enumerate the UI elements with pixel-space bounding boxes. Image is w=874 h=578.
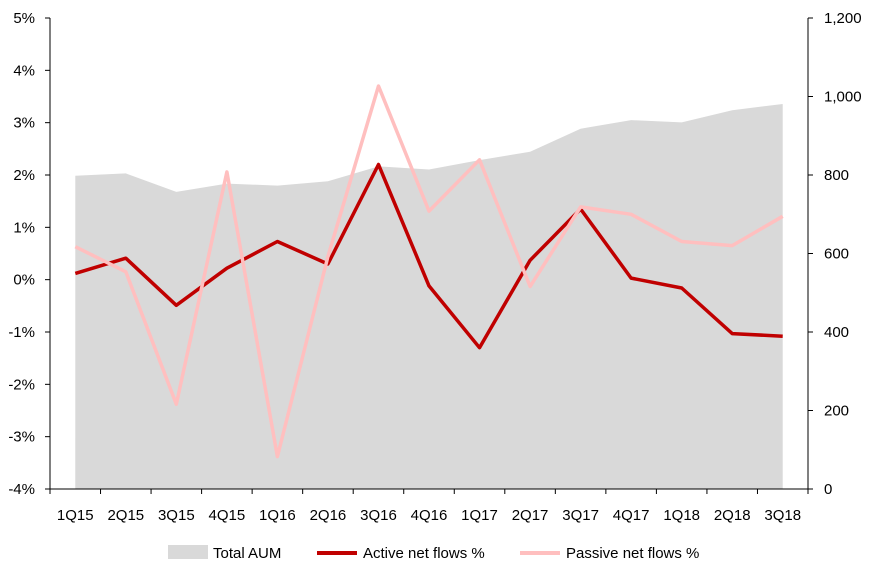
y-left-tick-label: -3%	[8, 429, 35, 446]
y-right-tick-label: 1,200	[824, 10, 862, 27]
y-right-tick-label: 800	[824, 167, 849, 184]
y-right-tick-label: 400	[824, 324, 849, 341]
x-tick-label: 3Q17	[562, 507, 599, 524]
y-left-tick-label: -1%	[8, 324, 35, 341]
y-right-tick-label: 0	[824, 481, 832, 498]
y-right-tick-label: 600	[824, 246, 849, 263]
ticks-layer: -4% -3% -2% -1% 0% 1% 2% 3% 4% 5% 0 200 400 600 800 1,0…	[8, 10, 861, 524]
legend-label: Passive net flows %	[566, 545, 699, 562]
x-tick-label: 3Q18	[764, 507, 801, 524]
x-tick-label: 2Q16	[310, 507, 347, 524]
area-layer	[75, 104, 783, 489]
legend-label: Total AUM	[213, 545, 281, 562]
y-left-tick-label: 3%	[13, 115, 35, 132]
y-left-tick-label: 5%	[13, 10, 35, 27]
x-tick-label: 3Q15	[158, 507, 195, 524]
legend-label: Active net flows %	[363, 545, 485, 562]
x-tick-label: 4Q16	[411, 507, 448, 524]
line-active-net-flows	[74, 162, 783, 350]
x-tick-label: 1Q17	[461, 507, 498, 524]
x-tick-label: 2Q15	[107, 507, 144, 524]
y-left-tick-label: 0%	[13, 272, 35, 289]
line-passive-net-flows	[74, 84, 784, 459]
x-tick-label: 1Q16	[259, 507, 296, 524]
x-tick-label: 2Q17	[512, 507, 549, 524]
legend-swatch-total-aum	[168, 545, 208, 559]
x-tick-label: 4Q15	[209, 507, 246, 524]
x-tick-label: 1Q15	[57, 507, 94, 524]
x-tick-label: 2Q18	[714, 507, 751, 524]
y-left-tick-label: -2%	[8, 376, 35, 393]
x-tick-label: 4Q17	[613, 507, 650, 524]
x-tick-label: 1Q18	[663, 507, 700, 524]
lines-layer	[74, 84, 784, 459]
y-left-tick-label: 1%	[13, 219, 35, 236]
y-left-tick-label: -4%	[8, 481, 35, 498]
y-right-tick-label: 200	[824, 403, 849, 420]
y-left-tick-label: 2%	[13, 167, 35, 184]
y-right-tick-label: 1,000	[824, 89, 862, 106]
y-left-tick-label: 4%	[13, 62, 35, 79]
x-tick-label: 3Q16	[360, 507, 397, 524]
area-total-aum	[75, 104, 783, 489]
legend-layer: Total AUM Active net flows % Passive net f…	[168, 545, 699, 562]
